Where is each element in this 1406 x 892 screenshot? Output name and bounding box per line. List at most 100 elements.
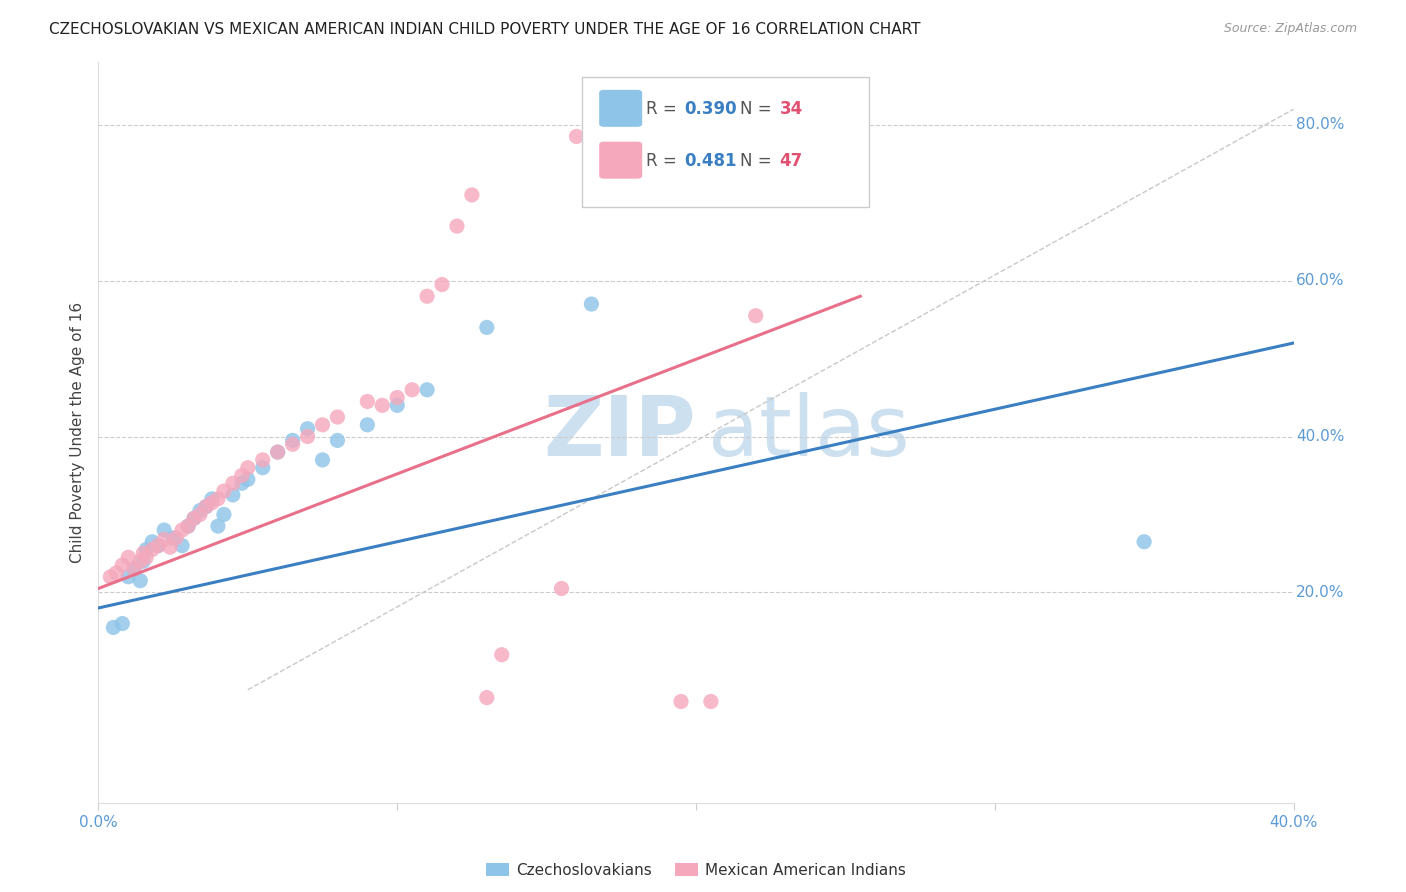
Point: [236, 472, 259, 486]
Text: 34: 34: [779, 100, 803, 118]
Point: [172, 539, 194, 553]
Point: [111, 558, 134, 573]
Point: [222, 476, 245, 491]
Point: [416, 383, 439, 397]
FancyBboxPatch shape: [599, 90, 643, 127]
FancyBboxPatch shape: [599, 142, 643, 178]
Point: [356, 394, 378, 409]
Point: [111, 616, 134, 631]
Point: [311, 453, 333, 467]
Legend: Czechoslovakians, Mexican American Indians: Czechoslovakians, Mexican American India…: [479, 856, 912, 884]
Point: [105, 566, 128, 580]
Point: [610, 126, 633, 140]
Point: [207, 491, 229, 506]
Point: [231, 476, 253, 491]
Point: [117, 550, 139, 565]
Text: ZIP: ZIP: [544, 392, 696, 473]
Text: 20.0%: 20.0%: [1296, 585, 1344, 600]
Text: R =: R =: [645, 100, 682, 118]
Point: [700, 694, 723, 708]
Point: [103, 620, 125, 634]
Point: [141, 534, 163, 549]
Point: [135, 550, 157, 565]
Text: 80.0%: 80.0%: [1296, 117, 1344, 132]
Point: [201, 491, 224, 506]
Text: 47: 47: [779, 152, 803, 169]
Point: [385, 398, 409, 412]
Point: [231, 468, 253, 483]
Point: [475, 320, 498, 334]
Point: [153, 523, 176, 537]
Point: [177, 519, 200, 533]
Point: [371, 398, 394, 412]
Point: [356, 417, 378, 432]
Text: atlas: atlas: [709, 392, 910, 473]
Point: [326, 410, 349, 425]
Point: [236, 460, 259, 475]
Point: [212, 484, 235, 499]
Point: [640, 180, 662, 194]
Point: [581, 297, 603, 311]
Text: N =: N =: [740, 152, 778, 169]
Point: [401, 383, 423, 397]
Point: [745, 309, 768, 323]
Point: [117, 570, 139, 584]
Point: [326, 434, 349, 448]
Text: CZECHOSLOVAKIAN VS MEXICAN AMERICAN INDIAN CHILD POVERTY UNDER THE AGE OF 16 COR: CZECHOSLOVAKIAN VS MEXICAN AMERICAN INDI…: [49, 22, 921, 37]
Point: [281, 434, 304, 448]
Point: [195, 500, 218, 514]
Text: N =: N =: [740, 100, 778, 118]
Point: [124, 562, 146, 576]
Point: [491, 648, 513, 662]
Point: [124, 562, 146, 576]
Point: [252, 453, 274, 467]
Point: [252, 460, 274, 475]
Point: [669, 694, 692, 708]
Point: [141, 542, 163, 557]
Point: [207, 519, 229, 533]
Text: 0.390: 0.390: [685, 100, 737, 118]
Point: [475, 690, 498, 705]
Point: [201, 496, 224, 510]
Point: [416, 289, 439, 303]
Point: [195, 500, 218, 514]
Point: [461, 188, 484, 202]
Point: [172, 523, 194, 537]
Point: [129, 574, 152, 588]
Point: [98, 570, 122, 584]
Point: [267, 445, 290, 459]
Point: [385, 391, 409, 405]
Text: 40.0%: 40.0%: [1296, 429, 1344, 444]
Point: [162, 531, 184, 545]
Point: [129, 554, 152, 568]
Text: 60.0%: 60.0%: [1296, 273, 1344, 288]
Point: [565, 129, 588, 144]
Point: [267, 445, 290, 459]
Text: 0.481: 0.481: [685, 152, 737, 169]
Point: [188, 508, 211, 522]
Point: [135, 542, 157, 557]
Point: [148, 539, 170, 553]
Text: R =: R =: [645, 152, 682, 169]
Point: [212, 508, 235, 522]
Text: Source: ZipAtlas.com: Source: ZipAtlas.com: [1223, 22, 1357, 36]
Point: [177, 519, 200, 533]
Point: [281, 437, 304, 451]
Point: [311, 417, 333, 432]
Point: [165, 531, 187, 545]
Y-axis label: Child Poverty Under the Age of 16: Child Poverty Under the Age of 16: [69, 302, 84, 563]
Point: [550, 582, 572, 596]
Point: [222, 488, 245, 502]
Point: [297, 422, 319, 436]
Point: [297, 429, 319, 443]
Point: [1133, 534, 1156, 549]
Point: [188, 503, 211, 517]
Point: [183, 511, 205, 525]
Point: [132, 546, 155, 560]
Point: [430, 277, 453, 292]
Point: [446, 219, 468, 233]
Point: [159, 540, 181, 554]
Point: [148, 539, 170, 553]
Point: [153, 533, 176, 547]
FancyBboxPatch shape: [582, 78, 869, 207]
